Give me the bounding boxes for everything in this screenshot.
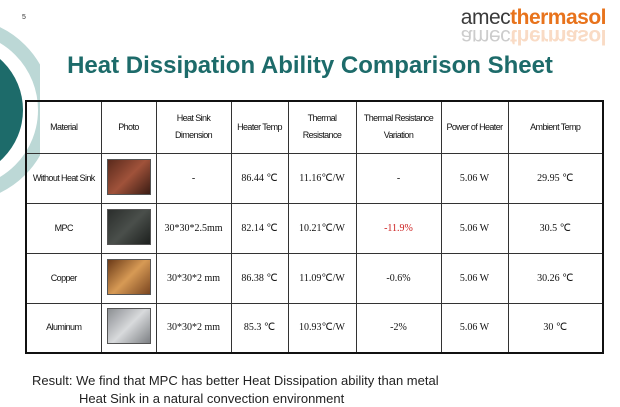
- table-cell: 10.21℃/W: [287, 202, 357, 254]
- table-cell: 86.38 ℃: [230, 252, 289, 304]
- photo-cell: [100, 252, 157, 304]
- table-cell: 30.5 ℃: [507, 202, 604, 254]
- logo-right: thermasol: [510, 6, 606, 29]
- table-cell: 30.26 ℃: [507, 252, 604, 304]
- table-cell: 5.06 W: [440, 302, 509, 354]
- table-cell: 30 ℃: [507, 302, 604, 354]
- table-row: Copper 30*30*2 mm 86.38 ℃ 11.09℃/W -0.6% 5.06…: [25, 252, 604, 304]
- photo: [106, 258, 151, 295]
- table-cell: 29.95 ℃: [507, 152, 604, 204]
- material-cell: Aluminum: [25, 302, 102, 354]
- table-cell: 11.09℃/W: [287, 252, 357, 304]
- header-row: Material Photo Heat Sink Dimension Heater T…: [25, 100, 604, 154]
- result-line: We find that MPC has better Heat Dissipa…: [76, 373, 439, 388]
- result-label: Result:: [32, 373, 73, 388]
- table-cell: 30*30*2 mm: [155, 252, 232, 304]
- header-cell: Material: [25, 100, 102, 154]
- header-cell: Power of Heater: [440, 100, 509, 154]
- table-cell: -: [155, 152, 232, 204]
- table-cell: 11.16℃/W: [287, 152, 357, 204]
- header-cell: Ambient Temp: [507, 100, 604, 154]
- header-cell: Heater Temp: [230, 100, 289, 154]
- table-cell: 5.06 W: [440, 202, 509, 254]
- table-cell: 86.44 ℃: [230, 152, 289, 204]
- photo: [106, 158, 151, 195]
- material-cell: Without Heat Sink: [25, 152, 102, 204]
- table-cell: 82.14 ℃: [230, 202, 289, 254]
- logo: amecthermasol: [460, 6, 607, 30]
- result-line: Heat Sink in a natural convection enviro…: [79, 391, 345, 406]
- photo: [106, 208, 151, 245]
- title: Heat Dissipation Ability Comparison Shee…: [67, 52, 553, 79]
- table-cell: 30*30*2.5mm: [155, 202, 232, 254]
- photo-cell: [100, 302, 157, 354]
- table-row: Aluminum 30*30*2 mm 85.3 ℃ 10.93℃/W -2% 5.06 …: [25, 302, 604, 354]
- logo-right: thermasol: [510, 25, 606, 48]
- page-number: 5: [22, 14, 26, 21]
- comparison-table: Material Photo Heat Sink Dimension Heater T…: [25, 100, 604, 354]
- table-cell: -: [355, 152, 442, 204]
- header-cell: Photo: [100, 100, 157, 154]
- logo-reflection: amecthermasol: [461, 24, 606, 48]
- header-cell: Thermal Resistance Variation: [355, 100, 442, 154]
- table-cell: 5.06 W: [440, 252, 509, 304]
- table-cell: 10.93℃/W: [287, 302, 357, 354]
- table-cell: 5.06 W: [440, 152, 509, 204]
- header-cell: Thermal Resistance: [287, 100, 357, 154]
- logo-left: amec: [460, 6, 511, 29]
- photo-cell: [100, 152, 157, 204]
- table-cell: -2%: [355, 302, 442, 354]
- result: Result: We find that MPC has better Heat…: [32, 372, 439, 407]
- photo: [106, 308, 151, 345]
- table-row: Without Heat Sink -86.44 ℃ 11.16℃/W -5.06 W…: [25, 152, 604, 204]
- table-row: MPC 30*30*2.5mm 82.14 ℃ 10.21℃/W -11.9% 5.06 …: [25, 202, 604, 254]
- table-cell: -0.6%: [355, 252, 442, 304]
- table-cell: 30*30*2 mm: [155, 302, 232, 354]
- table-cell: 85.3 ℃: [230, 302, 289, 354]
- material-cell: MPC: [25, 202, 102, 254]
- photo-cell: [100, 202, 157, 254]
- header-cell: Heat Sink Dimension: [155, 100, 232, 154]
- logo-left: amec: [460, 25, 511, 48]
- table-cell: -11.9%: [355, 202, 442, 254]
- decoration: [0, 27, 40, 193]
- material-cell: Copper: [25, 252, 102, 304]
